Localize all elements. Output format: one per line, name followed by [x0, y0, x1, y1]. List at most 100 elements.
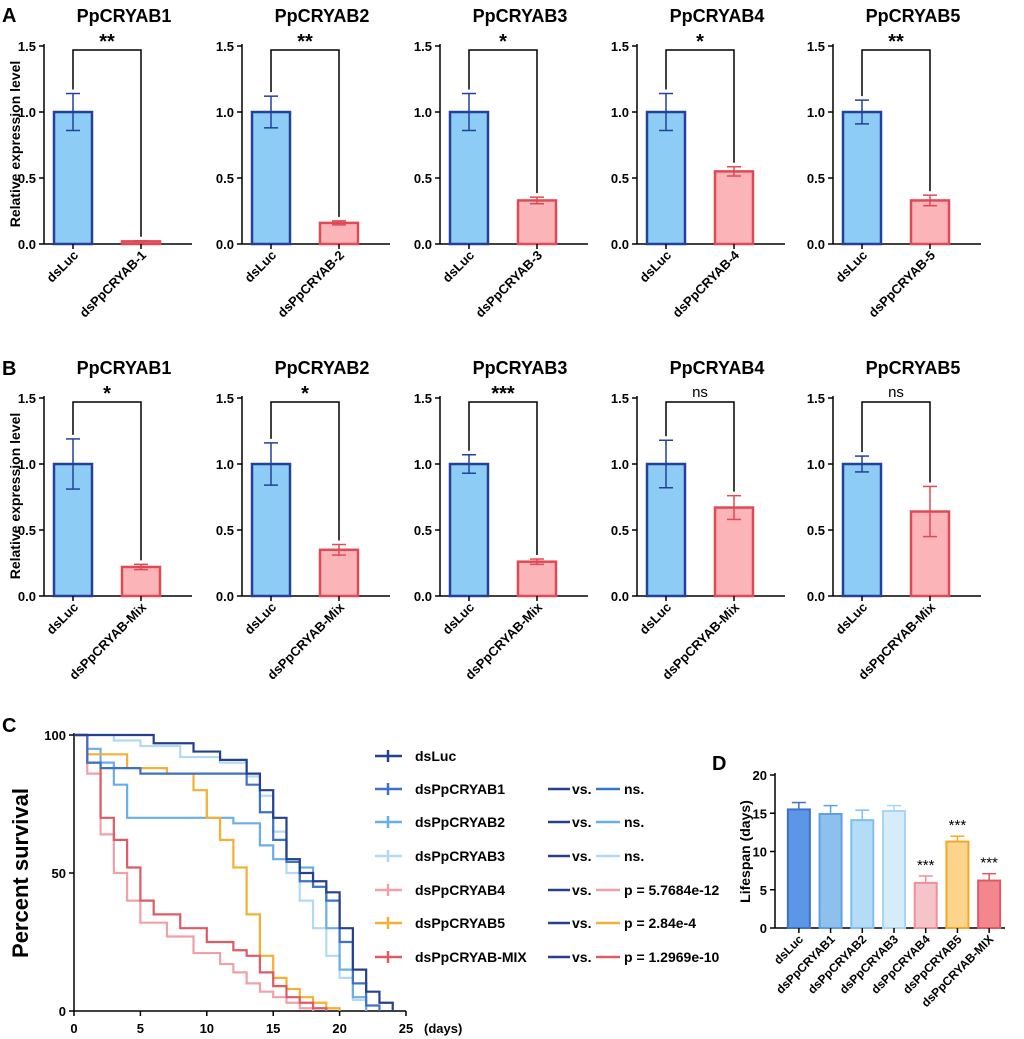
legend-comparison-dsppcryab5: p = 2.84e-4: [624, 915, 696, 931]
y-tick-label-b3: 0.5: [414, 523, 432, 538]
panel-label-b: B: [2, 358, 16, 380]
survival-y-tick-label: 100: [44, 728, 66, 743]
lifespan-y-tick-label: 10: [753, 845, 767, 860]
x-tick-label-a3: dsLuc: [439, 248, 477, 286]
significance-label-b5: ns: [888, 384, 904, 401]
survival-line-dsppcryab-mix: [74, 733, 328, 1011]
survival-y-tick-label: 50: [52, 866, 66, 881]
bar-a2-control: [250, 110, 292, 246]
y-tick-label-b4: 1.5: [611, 391, 629, 406]
x-tick-label-b1: dsLuc: [43, 600, 81, 638]
y-tick-label-a5: 0.0: [807, 237, 825, 252]
y-tick-label-a5: 1.5: [807, 39, 825, 54]
x-tick-label-a5: dsPpCRYAB-5: [865, 248, 938, 321]
y-tick-label-b1: 0.0: [18, 589, 36, 604]
legend-comparison-dsppcryab-mix: p = 1.2969e-10: [624, 949, 720, 965]
survival-x-axis-label: (days): [424, 1021, 462, 1036]
legend-comparison-dsppcryab2: ns.: [624, 814, 644, 830]
y-tick-label-b5: 0.5: [807, 523, 825, 538]
survival-line-dsluc: [74, 733, 394, 1011]
legend-vs-label: vs.: [572, 915, 591, 931]
y-tick-label-a1: 0.5: [18, 171, 36, 186]
survival-x-tick-label: 25: [399, 1021, 413, 1036]
legend-comparison-dsppcryab3: ns.: [624, 848, 644, 864]
y-tick-label-b5: 1.5: [807, 391, 825, 406]
lifespan-bar-dsppcryab1: [818, 813, 843, 930]
significance-label-a5: **: [888, 31, 904, 53]
subplot-title-a5: PpCRYAB5: [866, 6, 961, 26]
survival-y-tick-label: 0: [59, 1004, 66, 1019]
panel-label-d: D: [712, 753, 726, 775]
y-tick-label-b2: 1.0: [216, 457, 234, 472]
y-tick-label-b5: 0.0: [807, 589, 825, 604]
y-tick-label-a3: 0.0: [414, 237, 432, 252]
legend-label-dsppcryab2: dsPpCRYAB2: [415, 814, 505, 830]
y-tick-label-a5: 1.0: [807, 105, 825, 120]
x-tick-label-b5: dsLuc: [832, 600, 870, 638]
bar-b1-treatment: [120, 565, 162, 598]
y-tick-label-b2: 1.5: [216, 391, 234, 406]
significance-bracket-a2: [270, 49, 340, 217]
lifespan-y-tick-label: 5: [760, 883, 767, 898]
x-tick-label-a5: dsLuc: [832, 248, 870, 286]
lifespan-y-tick-label: 0: [760, 921, 767, 936]
legend-vs-label: vs.: [572, 882, 591, 898]
x-tick-label-a3: dsPpCRYAB-3: [472, 248, 545, 321]
lifespan-bar-dsppcryab4: [913, 881, 938, 929]
lifespan-y-tick-label: 15: [753, 806, 767, 821]
subplot-title-a1: PpCRYAB1: [77, 6, 172, 26]
y-tick-label-a2: 1.5: [216, 39, 234, 54]
significance-bracket-a1: [72, 49, 142, 237]
x-tick-label-b4: dsLuc: [636, 600, 674, 638]
lifespan-significance-label: ***: [980, 855, 998, 872]
x-tick-label-a4: dsPpCRYAB-4: [669, 247, 742, 320]
subplot-title-b5: PpCRYAB5: [866, 358, 961, 378]
y-tick-label-a1: 1.0: [18, 105, 36, 120]
lifespan-significance-label: ***: [949, 817, 967, 834]
legend-vs-label: vs.: [572, 814, 591, 830]
y-tick-label-b1: 1.0: [18, 457, 36, 472]
x-tick-label-b2: dsLuc: [241, 600, 279, 638]
survival-x-tick-label: 0: [70, 1021, 77, 1036]
y-tick-label-a3: 0.5: [414, 171, 432, 186]
lifespan-bar-dsppcryab2: [850, 819, 875, 930]
legend-label-dsppcryab3: dsPpCRYAB3: [415, 848, 505, 864]
significance-label-a2: **: [297, 31, 313, 53]
y-axis-label-b: Relative expression level: [7, 413, 23, 580]
legend-label-dsppcryab1: dsPpCRYAB1: [415, 781, 505, 797]
y-tick-label-b4: 1.0: [611, 457, 629, 472]
y-tick-label-a5: 0.5: [807, 171, 825, 186]
legend-label-dsluc: dsLuc: [415, 748, 456, 764]
y-tick-label-a4: 1.5: [611, 39, 629, 54]
y-tick-label-a2: 1.0: [216, 105, 234, 120]
significance-bracket-b4: [665, 401, 735, 492]
subplot-title-b2: PpCRYAB2: [275, 358, 370, 378]
subplot-title-a2: PpCRYAB2: [275, 6, 370, 26]
subplot-title-a3: PpCRYAB3: [473, 6, 568, 26]
bar-b2-treatment: [318, 548, 360, 598]
x-tick-label-a1: dsLuc: [43, 248, 81, 286]
bar-a3-treatment: [516, 199, 558, 246]
y-tick-label-b1: 0.5: [18, 523, 36, 538]
bar-b3-treatment: [516, 560, 558, 598]
significance-bracket-a3: [468, 49, 538, 194]
bar-a4-control: [645, 110, 687, 246]
legend-comparison-dsppcryab4: p = 5.7684e-12: [624, 882, 720, 898]
lifespan-y-axis-label: Lifespan (days): [737, 800, 753, 903]
panel-label-c: C: [2, 715, 16, 737]
legend-label-dsppcryab5: dsPpCRYAB5: [415, 915, 505, 931]
significance-bracket-b5: [861, 401, 931, 483]
significance-bracket-b3: [468, 401, 538, 556]
significance-label-b1: *: [103, 383, 111, 405]
legend-vs-label: vs.: [572, 848, 591, 864]
bar-b5-control: [841, 462, 883, 598]
y-tick-label-a3: 1.0: [414, 105, 432, 120]
y-tick-label-b3: 1.5: [414, 391, 432, 406]
y-tick-label-b4: 0.5: [611, 523, 629, 538]
bar-a5-control: [841, 110, 883, 246]
y-tick-label-a3: 1.5: [414, 39, 432, 54]
legend-vs-label: vs.: [572, 781, 591, 797]
x-tick-label-a2: dsLuc: [241, 248, 279, 286]
plot-layer: Relative expression level PpCRYAB1 0.0 0.5 1…: [7, 6, 1005, 1036]
significance-bracket-a4: [665, 49, 735, 163]
